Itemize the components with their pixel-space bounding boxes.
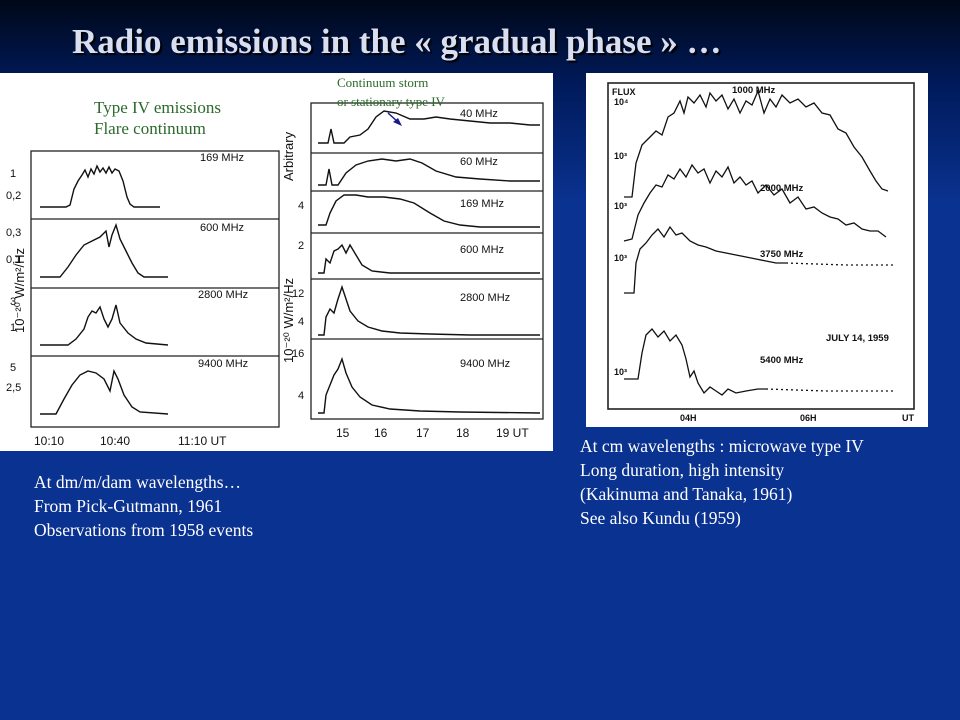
caption-line: (Kakinuma and Tanaka, 1961) [580, 484, 793, 504]
flux-axis-label: FLUX [612, 87, 636, 97]
freq-label: 9400 MHz [460, 358, 510, 370]
caption-line: At dm/m/dam wavelengths… [34, 472, 242, 492]
freq-label: 2800 MHz [460, 292, 510, 304]
flux-axis-label: 10⁴ [614, 97, 628, 107]
x-tick-label: 10:10 [34, 434, 64, 448]
figure-label-line: Type IV emissions [94, 98, 221, 117]
curve-label: 2000 MHz [760, 183, 804, 194]
right-stack-ylabel-top: Arbitrary [281, 131, 296, 181]
tick-label: 0,2 [6, 190, 21, 202]
curve-600mhz-left [40, 222, 168, 278]
curve-9400mhz-left [40, 368, 169, 415]
x-tick-label: 17 [416, 426, 430, 440]
x-tick-label: 15 [336, 426, 350, 440]
annotation-label: Continuum storm or stationary type IV [337, 73, 445, 111]
curve-2000mhz [623, 163, 887, 242]
tick-label: 3 [10, 296, 16, 308]
x-tick-label: UT [902, 413, 914, 423]
caption-line: See also Kundu (1959) [580, 508, 741, 528]
tick-label: 16 [292, 348, 304, 360]
curve-label: 5400 MHz [760, 355, 804, 366]
freq-label: 40 MHz [460, 108, 498, 120]
x-tick-label: 10:40 [100, 434, 130, 448]
caption-line: At cm wavelengths : microwave type IV [580, 436, 864, 456]
decade-label: 10³ [614, 253, 627, 263]
freq-label: 600 MHz [200, 222, 244, 234]
x-tick-label: 11:10 UT [178, 434, 227, 448]
freq-label: 169 MHz [460, 198, 504, 210]
decade-label: 10³ [614, 367, 627, 377]
curve-2800mhz-left [40, 304, 169, 346]
freq-label: 600 MHz [460, 244, 504, 256]
figure-label: Type IV emissions Flare continuum [94, 97, 221, 139]
freq-label: 60 MHz [460, 156, 498, 168]
curve-label: 1000 MHz [732, 85, 776, 96]
tick-label: 5 [10, 362, 16, 374]
annotation-arrowhead [393, 118, 402, 126]
tick-label: 4 [298, 390, 304, 402]
tick-label: 0,3 [6, 227, 21, 239]
caption-line: From Pick-Gutmann, 1961 [34, 496, 223, 516]
x-tick-label: 04H [680, 413, 697, 423]
tick-label: 2,5 [6, 382, 21, 394]
right-stack-frame [310, 102, 544, 420]
date-label: JULY 14, 1959 [826, 333, 889, 344]
curve-40mhz [318, 110, 540, 144]
curve-5400mhz-dotted [765, 388, 896, 392]
tick-label: 1 [10, 322, 16, 334]
flux-plot-frame [607, 82, 915, 410]
freq-label: 9400 MHz [198, 358, 248, 370]
x-tick-label: 06H [800, 413, 817, 423]
caption-line: Observations from 1958 events [34, 520, 254, 540]
right-caption: At cm wavelengths : microwave type IV Lo… [580, 434, 864, 530]
tick-label: 4 [298, 316, 304, 328]
left-caption: At dm/m/dam wavelengths… From Pick-Gutma… [34, 470, 253, 542]
x-tick-label: 16 [374, 426, 388, 440]
tick-label: 2 [298, 240, 304, 252]
tick-label: 0,1 [6, 254, 21, 266]
left-stack-ylabel: 10⁻²⁰ W/m²/Hz [12, 248, 27, 333]
x-tick-label: 19 UT [496, 426, 529, 440]
curve-5400mhz [624, 328, 766, 396]
freq-label: 169 MHz [200, 152, 244, 164]
right-stack-ylabel: 10⁻²⁰ W/m²/Hz [281, 278, 296, 363]
curve-2800mhz-right [318, 284, 540, 336]
curve-600mhz-right [318, 243, 540, 274]
tick-label: 1 [10, 168, 16, 180]
left-stack-frame [30, 150, 280, 428]
right-figure-plot: FLUX 10⁴ 10³ 10³ 10³ 10³ 1000 MHz 2000 M… [607, 82, 915, 423]
curve-60mhz [318, 158, 540, 186]
x-tick-label: 18 [456, 426, 470, 440]
figure-label-line: Flare continuum [94, 119, 206, 138]
curve-3750mhz-dotted [785, 262, 896, 266]
left-figure: 1 0,2 0,3 0,1 3 1 5 2,5 169 MHz 600 MHz … [0, 73, 553, 451]
tick-label: 4 [298, 200, 304, 212]
caption-line: Long duration, high intensity [580, 460, 785, 480]
right-figure: FLUX 10⁴ 10³ 10³ 10³ 10³ 1000 MHz 2000 M… [586, 73, 928, 427]
decade-label: 10³ [614, 151, 627, 161]
curve-3750mhz [624, 225, 786, 294]
curve-169mhz-left [40, 164, 160, 208]
left-figure-plot: 1 0,2 0,3 0,1 3 1 5 2,5 169 MHz 600 MHz … [6, 102, 544, 448]
curve-9400mhz-right [318, 356, 541, 414]
tick-label: 12 [292, 288, 304, 300]
annotation-line: Continuum storm [337, 75, 429, 90]
annotation-line: or stationary type IV [337, 94, 445, 109]
freq-label: 2800 MHz [198, 289, 248, 301]
curve-169mhz-right [318, 194, 540, 228]
slide-title: Radio emissions in the « gradual phase »… [72, 22, 722, 61]
decade-label: 10³ [614, 201, 627, 211]
curve-label: 3750 MHz [760, 249, 804, 260]
curve-1000mhz [624, 89, 889, 198]
